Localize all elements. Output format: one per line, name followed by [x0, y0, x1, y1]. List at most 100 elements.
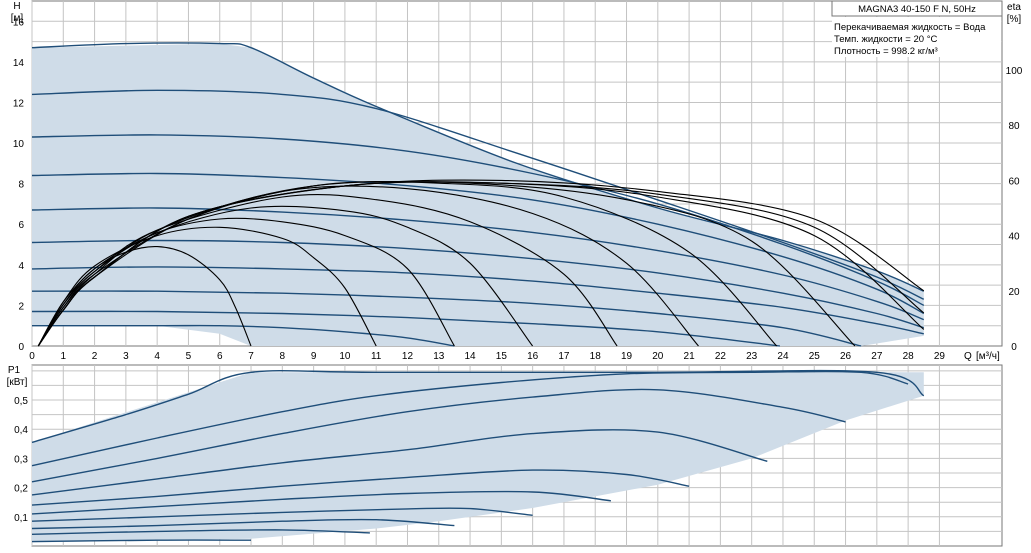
- head-curve: [31, 42, 925, 292]
- power-curve: [31, 529, 370, 535]
- head-curve: [32, 324, 455, 347]
- y-tick-label: 12: [13, 98, 25, 109]
- head-tick-labels: 0 1 2 3 4 5 6 7 8 9 10 11 12 13 14 15 16 17 18 19 20 21 22 23 24…: [13, 17, 1023, 362]
- power-curve: [31, 388, 846, 483]
- x-tick-label: 26: [840, 351, 852, 362]
- y2-tick-label: 0: [1011, 342, 1017, 353]
- y2-axis-unit: [%]: [1007, 14, 1022, 25]
- x-tick-label: 5: [186, 351, 192, 362]
- head-curve: [31, 239, 924, 329]
- pump-title: MAGNA3 40-150 F N, 50Hz: [858, 4, 976, 15]
- x-tick-label: 12: [402, 351, 414, 362]
- power-curve: [31, 507, 533, 522]
- efficiency-curve: [37, 246, 252, 347]
- y-tick-label: 14: [13, 58, 25, 69]
- power-operating-area: [32, 372, 924, 543]
- x-tick-label: 19: [621, 351, 633, 362]
- power-curves: [31, 369, 925, 543]
- efficiency-curve: [37, 217, 455, 347]
- power-panel: 0,1 0,2 0,3 0,4 0,5 P1 [кВт]: [7, 364, 1003, 547]
- x-tick-label: 7: [248, 351, 254, 362]
- x-tick-label: 24: [777, 351, 789, 362]
- power-curve: [31, 490, 611, 515]
- x-tick-label: 2: [92, 351, 98, 362]
- y-tick-label: 8: [18, 180, 24, 191]
- x-tick-label: 0: [29, 351, 35, 362]
- head-curve: [31, 310, 780, 347]
- y2-tick-label: 20: [1008, 287, 1020, 298]
- x-tick-label: 11: [371, 351, 382, 362]
- y-tick-label: 2: [18, 301, 24, 312]
- power-curve: [31, 539, 252, 543]
- x-tick-label: 14: [465, 351, 477, 362]
- y2-tick-label: 60: [1008, 176, 1020, 187]
- x-tick-label: 8: [280, 351, 286, 362]
- y2-axis-label: eta: [1007, 2, 1021, 13]
- fluid-info-line: Темп. жидкости = 20 °C: [834, 34, 937, 45]
- x-tick-label: 3: [123, 351, 129, 362]
- power-curve: [31, 370, 909, 467]
- x-tick-label: 25: [809, 351, 821, 362]
- x-tick-label: 1: [61, 351, 67, 362]
- power-axis-label: P1: [8, 365, 21, 376]
- head-curve: [31, 89, 925, 300]
- y-tick-label: 6: [18, 220, 24, 231]
- power-tick-labels: 0,1 0,2 0,3 0,4 0,5: [14, 396, 28, 524]
- efficiency-curve: [37, 226, 377, 347]
- power-tick-label: 0,1: [14, 513, 28, 524]
- y-tick-label: 10: [13, 139, 25, 150]
- x-axis-label: Q: [964, 351, 972, 362]
- y-axis-unit: [м]: [11, 13, 24, 24]
- x-tick-label: 18: [590, 351, 602, 362]
- x-tick-label: 29: [934, 351, 946, 362]
- x-tick-label: 9: [311, 351, 317, 362]
- fluid-info-line: Плотность = 998.2 кг/м³: [834, 46, 938, 57]
- power-curve: [31, 518, 455, 530]
- power-tick-label: 0,5: [14, 396, 28, 407]
- x-tick-label: 16: [527, 351, 539, 362]
- power-curve: [31, 429, 768, 496]
- x-tick-label: 28: [903, 351, 915, 362]
- head-curve: [31, 266, 924, 335]
- power-curve: [31, 369, 925, 444]
- y-tick-label: 4: [18, 261, 24, 272]
- power-curve: [31, 469, 690, 506]
- head-panel: 0 1 2 3 4 5 6 7 8 9 10 11 12 13 14 15 16 17 18 19 20 21 22 23 24…: [11, 0, 1023, 362]
- y-tick-label: 0: [18, 342, 24, 353]
- x-tick-label: 27: [871, 351, 883, 362]
- y-tick-label: 16: [13, 17, 25, 28]
- y2-tick-label: 100: [1006, 66, 1023, 77]
- info-box: MAGNA3 40-150 F N, 50Hz Перекачиваемая ж…: [831, 0, 1003, 57]
- x-tick-label: 21: [684, 351, 696, 362]
- x-tick-label: 6: [217, 351, 223, 362]
- x-axis-unit: [м³/ч]: [976, 351, 1000, 362]
- x-tick-label: 22: [715, 351, 727, 362]
- head-curves: [31, 42, 925, 347]
- power-tick-label: 0,2: [14, 484, 28, 495]
- x-tick-label: 13: [433, 351, 445, 362]
- x-tick-label: 23: [746, 351, 758, 362]
- head-curve: [31, 172, 925, 315]
- efficiency-curves: [37, 179, 925, 347]
- x-tick-label: 4: [154, 351, 160, 362]
- head-operating-area: [32, 43, 924, 346]
- head-curve: [31, 134, 925, 307]
- power-axis-unit: [кВт]: [7, 377, 28, 388]
- fluid-info-line: Перекачиваемая жидкость = Вода: [834, 22, 986, 33]
- y2-tick-label: 80: [1008, 121, 1020, 132]
- y-axis-label: H: [13, 1, 20, 12]
- power-tick-label: 0,4: [14, 425, 28, 436]
- title-box: [831, 0, 1003, 17]
- efficiency-curve: [37, 194, 618, 347]
- head-curve: [31, 290, 862, 347]
- operating-area: [32, 372, 924, 543]
- operating-area: [32, 43, 924, 346]
- x-tick-label: 17: [558, 351, 570, 362]
- y2-tick-label: 40: [1008, 232, 1020, 243]
- x-tick-label: 10: [339, 351, 351, 362]
- power-tick-label: 0,3: [14, 454, 28, 465]
- x-tick-label: 15: [496, 351, 508, 362]
- head-curve: [31, 207, 925, 321]
- efficiency-curve: [37, 179, 925, 347]
